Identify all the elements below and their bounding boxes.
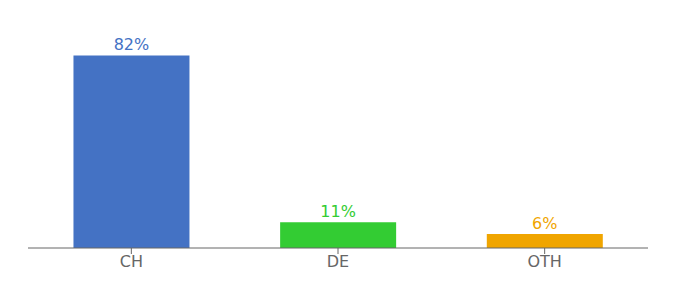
svg-text:6%: 6% [532, 214, 557, 233]
svg-text:CH: CH [120, 252, 143, 271]
svg-text:82%: 82% [114, 35, 150, 54]
svg-text:11%: 11% [320, 202, 356, 221]
svg-text:DE: DE [327, 252, 349, 271]
svg-text:OTH: OTH [527, 252, 561, 271]
